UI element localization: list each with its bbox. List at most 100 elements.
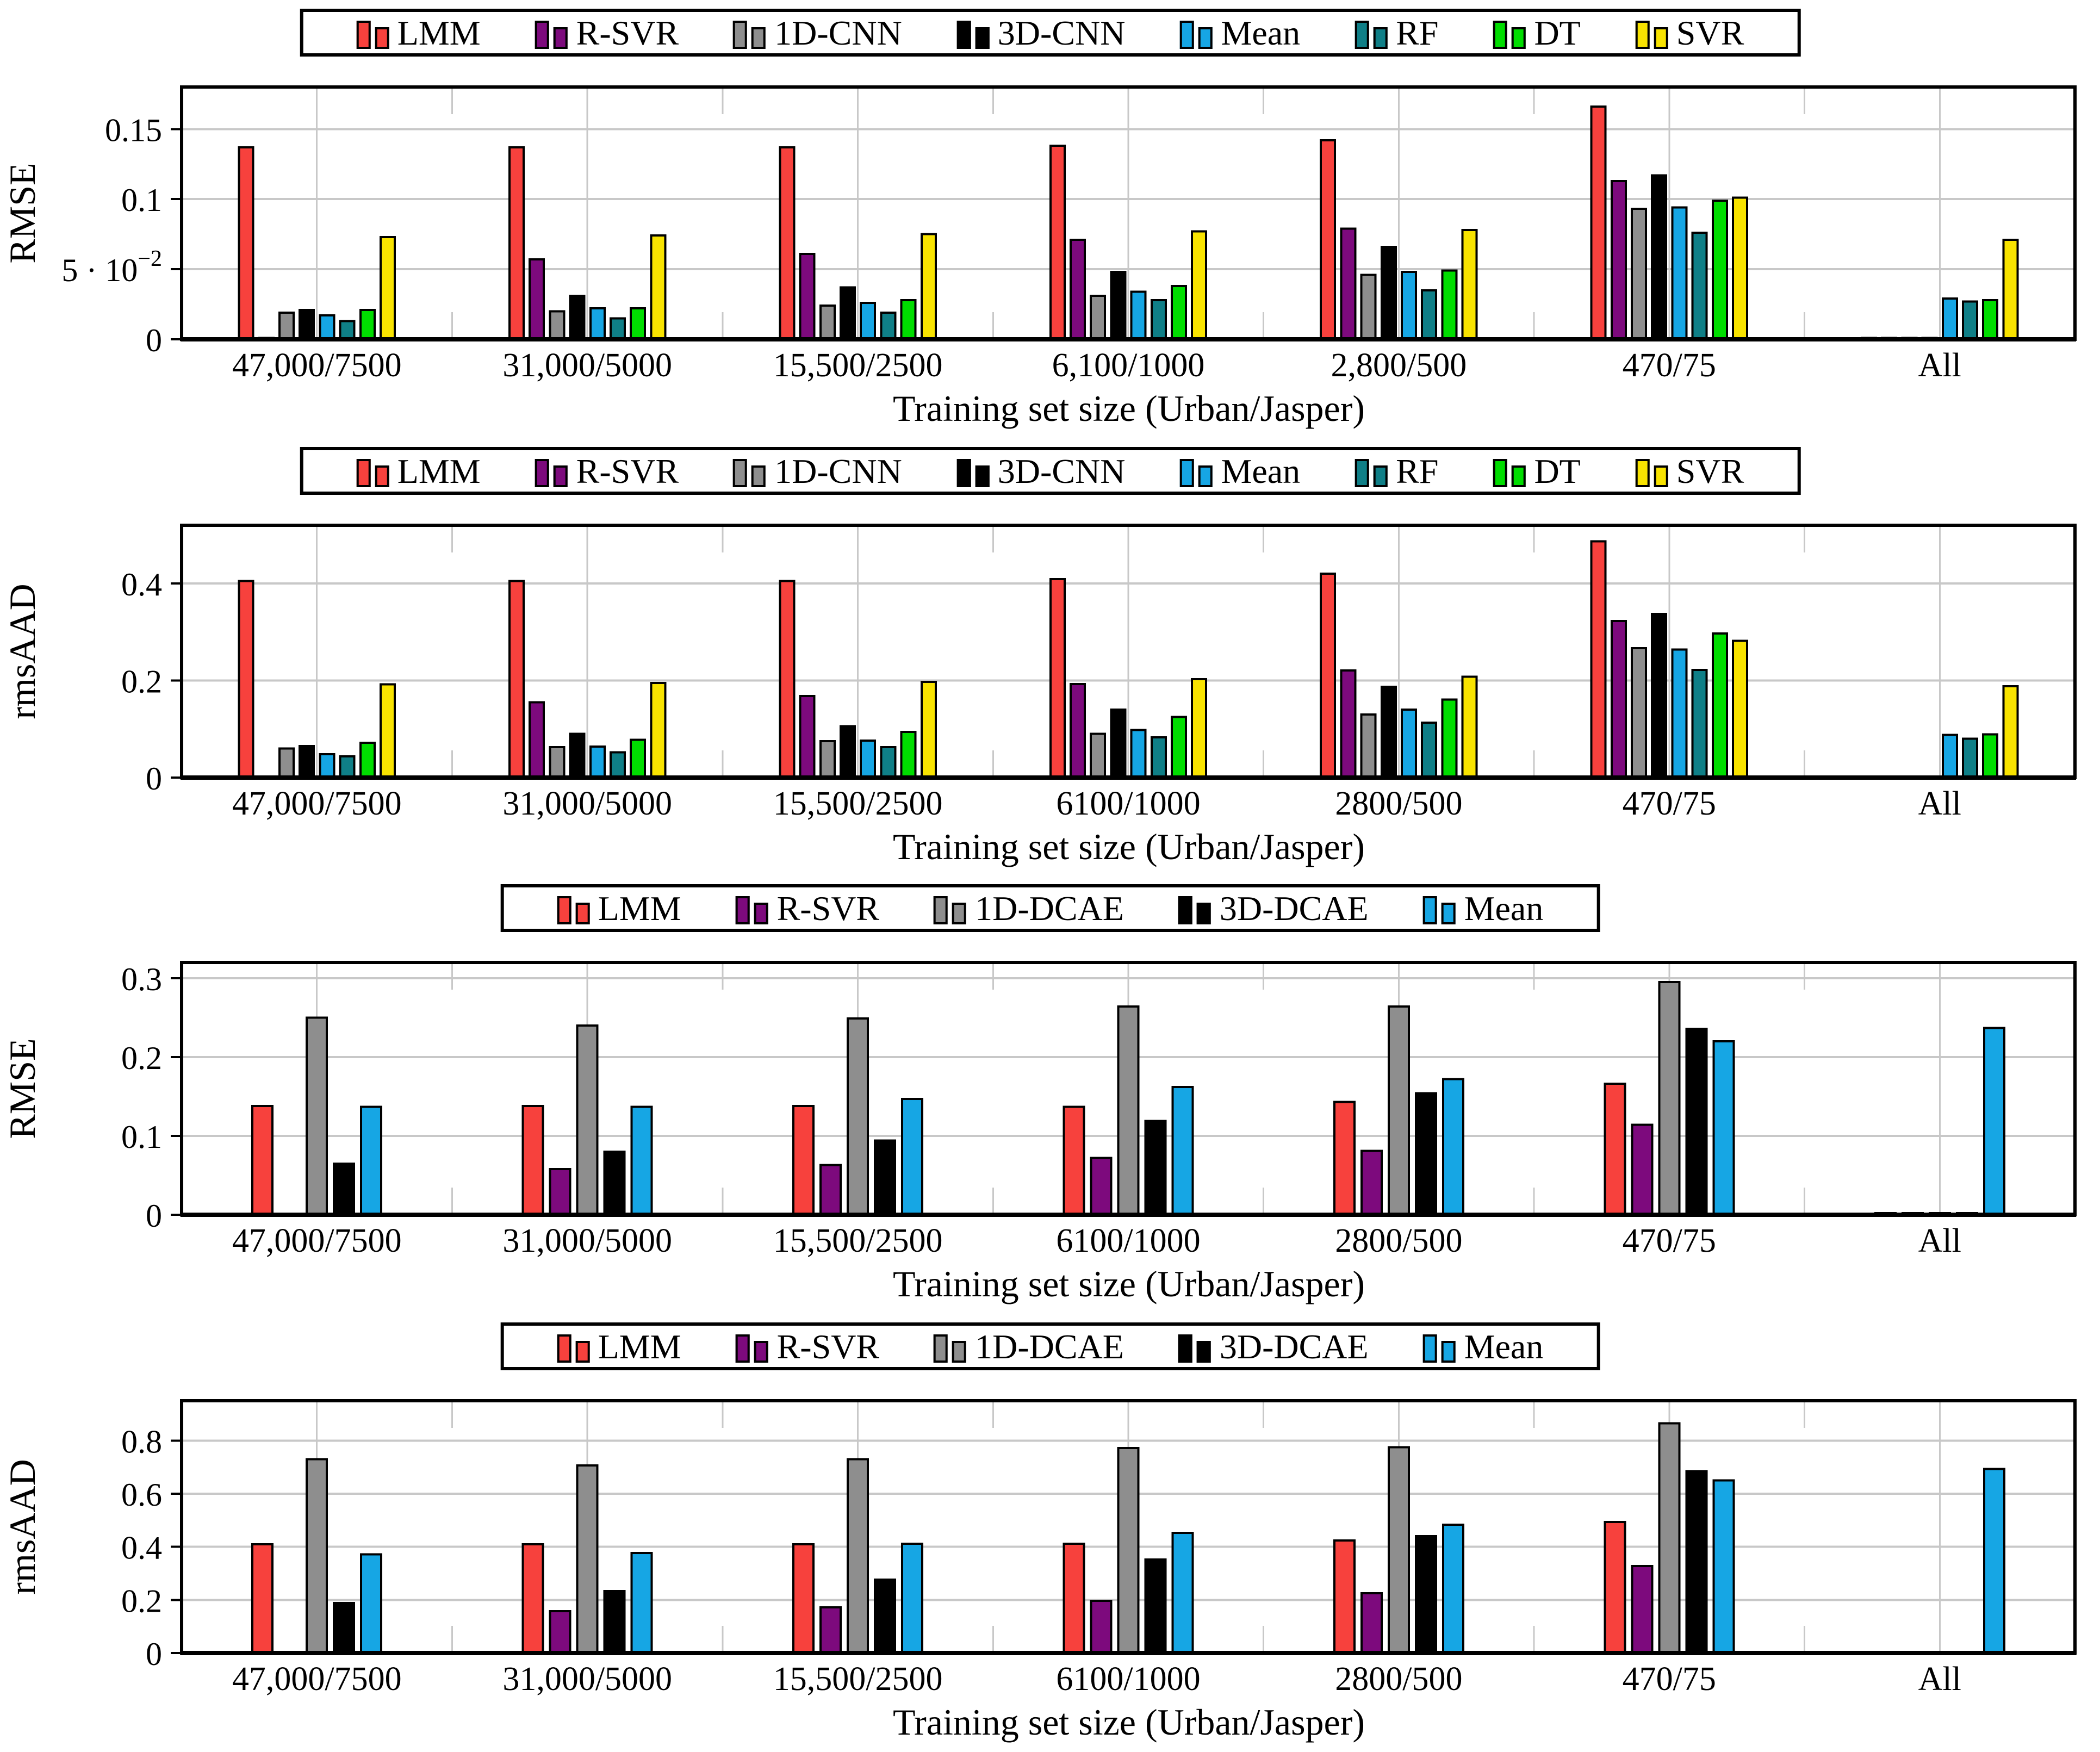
bar [630, 1105, 653, 1216]
bar [1150, 299, 1167, 340]
y-tick-label: 0.15 [105, 112, 162, 148]
y-axis-label: rmsAAD [3, 583, 44, 719]
legend-label: R-SVR [576, 451, 679, 490]
bar [549, 310, 566, 341]
x-tick-label: 15,500/2500 [773, 1222, 943, 1259]
bar [521, 1543, 544, 1654]
legend-bars-icon [735, 892, 771, 924]
legend-label: 3D-DCAE [1219, 1327, 1369, 1366]
bar [1388, 1005, 1410, 1216]
bar [901, 1542, 923, 1654]
legend-label: DT [1534, 13, 1581, 52]
legend-entry-Mean: Mean [1179, 453, 1300, 488]
legend-bars-icon [1178, 892, 1213, 924]
legend-label: 3D-DCAE [1219, 889, 1369, 928]
y-tick-label: 0.2 [121, 664, 162, 700]
bars-3D-CNN [299, 174, 1938, 341]
bar [1631, 1565, 1654, 1655]
legend-entry-1D-CNN: 1D-CNN [733, 453, 902, 488]
chart-rmse-dcae: 0 0.1 0.2 0.3 47,000/7500 31,000/5000 15,500/2… [0, 875, 2100, 1314]
bar [1090, 1157, 1113, 1216]
plot-area: 0 5 · 10−2 0.1 0.15 47,000/7500 31,000/5000 15… [61, 85, 2077, 384]
legend-entry-SVR: SVR [1635, 453, 1744, 488]
bar [1171, 285, 1187, 340]
bars-R-SVR [258, 179, 1898, 341]
bar [630, 1551, 653, 1654]
legend-label: DT [1534, 451, 1581, 490]
bar [880, 312, 897, 340]
y-tick-label: 0 [146, 1198, 162, 1234]
bar [1982, 299, 1999, 340]
x-tick-label: 31,000/5000 [502, 347, 672, 384]
bar [792, 1104, 815, 1216]
x-tick-label: 31,000/5000 [502, 785, 672, 822]
bar [380, 235, 396, 340]
legend: LMM R-SVR 1D-CNN 3D-CNN Mean RF DT SVR [299, 447, 1801, 495]
bar [1651, 174, 1668, 340]
bar [847, 1458, 869, 1654]
bar [1340, 227, 1357, 340]
bar [251, 1104, 274, 1216]
bar [650, 234, 667, 341]
bar [630, 307, 647, 341]
bar [339, 320, 356, 341]
y-tick-label: 0 [146, 1636, 162, 1672]
bar [603, 1589, 626, 1654]
bar [900, 731, 917, 779]
bar [1049, 145, 1066, 340]
bar [1063, 1105, 1085, 1216]
bar [1380, 245, 1397, 340]
bar [508, 146, 525, 340]
bars-Mean [319, 206, 1958, 341]
bar [860, 740, 877, 779]
bar [1191, 678, 1208, 779]
legend-entry-RF: RF [1355, 15, 1438, 50]
legend-entry-RF: RF [1355, 453, 1438, 488]
bar [1441, 698, 1458, 779]
bar [1732, 639, 1748, 779]
bar [306, 1016, 328, 1216]
bar [1150, 736, 1167, 779]
legend-bars-icon [956, 16, 991, 49]
y-tick-label: 0.4 [121, 1530, 162, 1566]
bar [900, 299, 917, 340]
bar [650, 682, 667, 779]
bar [1415, 1092, 1437, 1216]
bar [1590, 105, 1607, 340]
legend-entry-LMM: LMM [356, 13, 481, 52]
x-tick-label: All [1918, 1222, 1961, 1259]
bar [1090, 295, 1107, 340]
bars-LMM [238, 540, 1877, 779]
bars-R-SVR [258, 619, 1898, 779]
legend-bars-icon [1422, 1330, 1458, 1363]
bars-1D-DCAE [306, 981, 1951, 1216]
legend-label: R-SVR [776, 889, 880, 928]
bar [1962, 737, 1978, 779]
plot-area: 0 0.1 0.2 0.3 47,000/7500 31,000/5000 15,500/2… [121, 961, 2077, 1259]
legend-entry-R-SVR: R-SVR [735, 1329, 879, 1364]
bar [1070, 239, 1086, 340]
x-tick-label: 470/75 [1623, 1661, 1716, 1698]
bar [238, 580, 254, 779]
legend-label: LMM [397, 13, 481, 52]
x-tick-label: All [1918, 785, 1961, 822]
legend-entry-3D-DCAE: 3D-DCAE [1178, 1327, 1369, 1366]
bar [1631, 1123, 1654, 1216]
bar [819, 1606, 842, 1654]
bar [901, 1097, 923, 1216]
legend-entry-1D-DCAE: 1D-DCAE [934, 891, 1124, 925]
legend-bars-icon [556, 1330, 592, 1363]
bar [1401, 709, 1417, 779]
bar [1671, 648, 1688, 779]
bar [1421, 722, 1438, 779]
y-tick-label: 0.2 [121, 1040, 162, 1076]
legend-entry-Mean: Mean [1422, 1329, 1543, 1364]
bars-DT [359, 632, 1999, 779]
bar [1117, 1005, 1140, 1216]
bar [359, 741, 376, 779]
bar [1983, 1027, 2005, 1216]
x-axis-label: Training set size (Urban/Jasper) [892, 1265, 1365, 1305]
bars-Mean [319, 648, 1958, 779]
bar [549, 745, 566, 779]
